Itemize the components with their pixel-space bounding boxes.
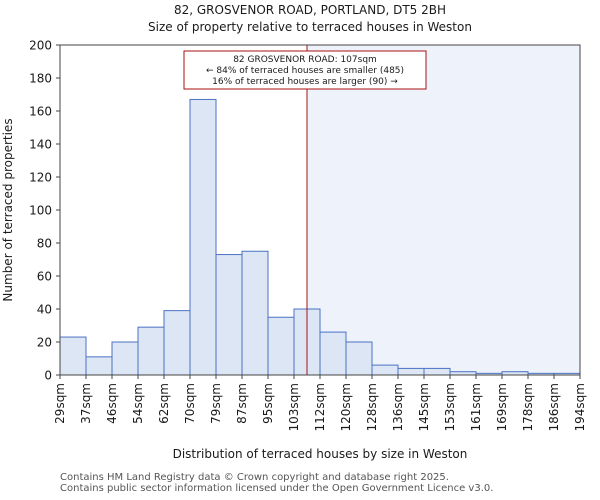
annotation-box: 82 GROSVENOR ROAD: 107sqm ← 84% of terra… xyxy=(183,50,427,90)
annotation-line-2: ← 84% of terraced houses are smaller (48… xyxy=(206,66,404,76)
x-tick-label-46sqm: 46sqm xyxy=(105,383,119,424)
bar-70sqm xyxy=(189,98,217,376)
y-tick-label-140: 140 xyxy=(29,138,52,152)
bar-112sqm xyxy=(319,331,347,376)
y-tick-label-180: 180 xyxy=(29,72,52,86)
y-tick-label-20: 20 xyxy=(37,336,52,350)
x-tick-label-178sqm: 178sqm xyxy=(521,383,535,431)
bar-54sqm xyxy=(137,326,165,376)
chart-subtitle: Size of property relative to terraced ho… xyxy=(148,20,472,34)
x-tick-label-79sqm: 79sqm xyxy=(209,383,223,424)
y-tick-label-40: 40 xyxy=(37,303,52,317)
chart-title: 82, GROSVENOR ROAD, PORTLAND, DT5 2BH xyxy=(174,3,446,17)
bar-145sqm xyxy=(423,367,451,376)
y-axis-label: Number of terraced properties xyxy=(1,118,15,301)
x-tick-label-186sqm: 186sqm xyxy=(547,383,561,431)
annotation-line-1: 82 GROSVENOR ROAD: 107sqm xyxy=(233,55,377,65)
bar-120sqm xyxy=(345,341,373,376)
x-tick-label-128sqm: 128sqm xyxy=(365,383,379,431)
bar-62sqm xyxy=(163,310,191,376)
y-tick-label-100: 100 xyxy=(29,204,52,218)
x-tick-label-87sqm: 87sqm xyxy=(235,383,249,424)
bar-128sqm xyxy=(371,364,399,376)
y-tick-label-200: 200 xyxy=(29,39,52,53)
x-tick-label-103sqm: 103sqm xyxy=(287,383,301,431)
x-tick-label-169sqm: 169sqm xyxy=(495,383,509,431)
highlight-region xyxy=(307,45,580,375)
x-tick-label-62sqm: 62sqm xyxy=(157,383,171,424)
annotation-frame xyxy=(183,50,427,90)
footer: Contains HM Land Registry data © Crown c… xyxy=(60,472,493,494)
x-tick-label-194sqm: 194sqm xyxy=(573,383,587,431)
y-tick-label-60: 60 xyxy=(37,270,52,284)
y-tick-label-80: 80 xyxy=(37,237,52,251)
bar-95sqm xyxy=(267,316,295,376)
bar-79sqm xyxy=(215,254,243,376)
x-tick-label-112sqm: 112sqm xyxy=(313,383,327,431)
bar-87sqm xyxy=(241,250,269,376)
x-tick-label-29sqm: 29sqm xyxy=(53,383,67,424)
x-tick-label-70sqm: 70sqm xyxy=(183,383,197,424)
footer-line-1: Contains HM Land Registry data © Crown c… xyxy=(60,472,449,483)
x-tick-label-145sqm: 145sqm xyxy=(417,383,431,431)
x-axis-label: Distribution of terraced houses by size … xyxy=(173,447,468,461)
x-tick-label-161sqm: 161sqm xyxy=(469,383,483,431)
x-tick-label-153sqm: 153sqm xyxy=(443,383,457,431)
bar-37sqm xyxy=(85,356,113,376)
x-tick-label-95sqm: 95sqm xyxy=(261,383,275,424)
bar-29sqm xyxy=(59,336,87,376)
x-tick-label-136sqm: 136sqm xyxy=(391,383,405,431)
x-tick-label-120sqm: 120sqm xyxy=(339,383,353,431)
bar-136sqm xyxy=(397,367,425,376)
x-tick-label-54sqm: 54sqm xyxy=(131,383,145,424)
x-tick-label-37sqm: 37sqm xyxy=(79,383,93,424)
y-tick-label-160: 160 xyxy=(29,105,52,119)
axes-group: 0 20 40 60 80 100 120 140 160 180 200 29sqm 37sqm 46s… xyxy=(29,39,587,432)
annotation-line-3: 16% of terraced houses are larger (90) → xyxy=(212,77,398,87)
y-tick-label-120: 120 xyxy=(29,171,52,185)
bar-46sqm xyxy=(111,341,139,376)
footer-line-2: Contains public sector information licen… xyxy=(60,483,494,494)
y-tick-label-0: 0 xyxy=(44,369,52,383)
